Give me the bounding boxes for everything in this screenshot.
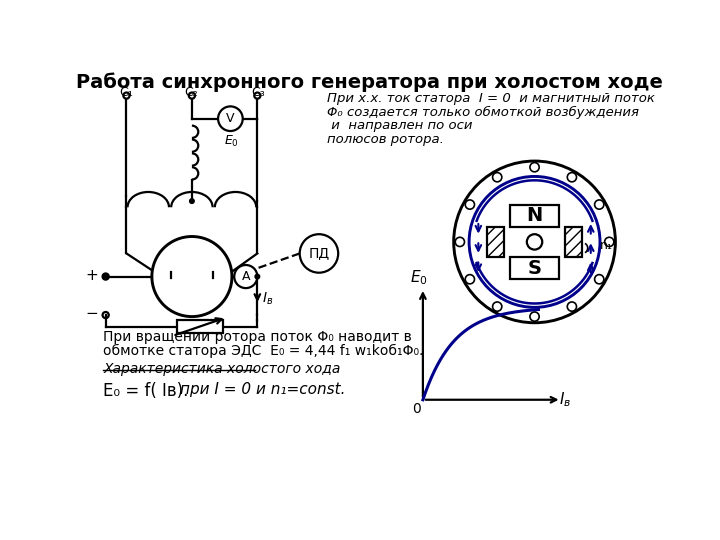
Circle shape xyxy=(455,237,464,247)
Text: C₁: C₁ xyxy=(119,86,132,99)
Text: Φ₀ создается только обмоткой возбуждения: Φ₀ создается только обмоткой возбуждения xyxy=(327,106,639,119)
Text: n₁: n₁ xyxy=(600,239,613,252)
Circle shape xyxy=(234,265,257,288)
Circle shape xyxy=(567,173,577,182)
Circle shape xyxy=(492,302,502,311)
Text: A: A xyxy=(241,270,250,283)
Text: C₃: C₃ xyxy=(251,86,265,99)
Circle shape xyxy=(492,173,502,182)
Circle shape xyxy=(530,163,539,172)
Text: −: − xyxy=(85,306,98,321)
Text: Характеристика холостого хода: Характеристика холостого хода xyxy=(104,362,341,376)
Text: При вращении ротора поток Φ₀ наводит в: При вращении ротора поток Φ₀ наводит в xyxy=(104,330,412,345)
Text: $I_в$: $I_в$ xyxy=(559,390,572,409)
Text: и  направлен по оси: и направлен по оси xyxy=(327,119,472,132)
Text: E₀ = f( Iв).: E₀ = f( Iв). xyxy=(104,382,189,400)
Text: V: V xyxy=(226,112,235,125)
Circle shape xyxy=(595,275,604,284)
Circle shape xyxy=(300,234,338,273)
Circle shape xyxy=(189,199,194,204)
Text: ПД: ПД xyxy=(308,246,330,260)
Circle shape xyxy=(255,274,260,279)
Circle shape xyxy=(152,237,232,316)
Bar xyxy=(510,257,559,279)
Circle shape xyxy=(218,106,243,131)
Text: При х.х. ток статора  I = 0  и магнитный поток: При х.х. ток статора I = 0 и магнитный п… xyxy=(327,92,654,105)
Circle shape xyxy=(530,312,539,321)
Text: полюсов ротора.: полюсов ротора. xyxy=(327,133,444,146)
Circle shape xyxy=(104,274,108,279)
Circle shape xyxy=(527,234,542,249)
Text: $I_в$: $I_в$ xyxy=(262,291,274,307)
Text: $E_0$: $E_0$ xyxy=(410,268,428,287)
Circle shape xyxy=(567,302,577,311)
Text: $E_0$: $E_0$ xyxy=(225,134,239,149)
Text: N: N xyxy=(526,206,543,225)
Circle shape xyxy=(595,200,604,209)
Bar xyxy=(487,226,504,257)
Bar xyxy=(565,226,582,257)
Text: Работа синхронного генератора при холостом ходе: Работа синхронного генератора при холост… xyxy=(76,72,662,92)
Circle shape xyxy=(465,200,474,209)
Bar xyxy=(510,205,559,226)
Text: при I = 0 и n₁=const.: при I = 0 и n₁=const. xyxy=(180,382,346,397)
Text: обмотке статора ЭДС  E₀ = 4,44 f₁ w₁kоб₁Φ₀.: обмотке статора ЭДС E₀ = 4,44 f₁ w₁kоб₁Φ… xyxy=(104,345,424,359)
Text: S: S xyxy=(528,259,541,278)
Circle shape xyxy=(465,275,474,284)
Circle shape xyxy=(454,161,616,323)
Text: +: + xyxy=(85,267,98,282)
Text: 0: 0 xyxy=(413,402,421,416)
Bar xyxy=(176,320,222,333)
Circle shape xyxy=(605,237,614,247)
Text: C₂: C₂ xyxy=(184,86,198,99)
